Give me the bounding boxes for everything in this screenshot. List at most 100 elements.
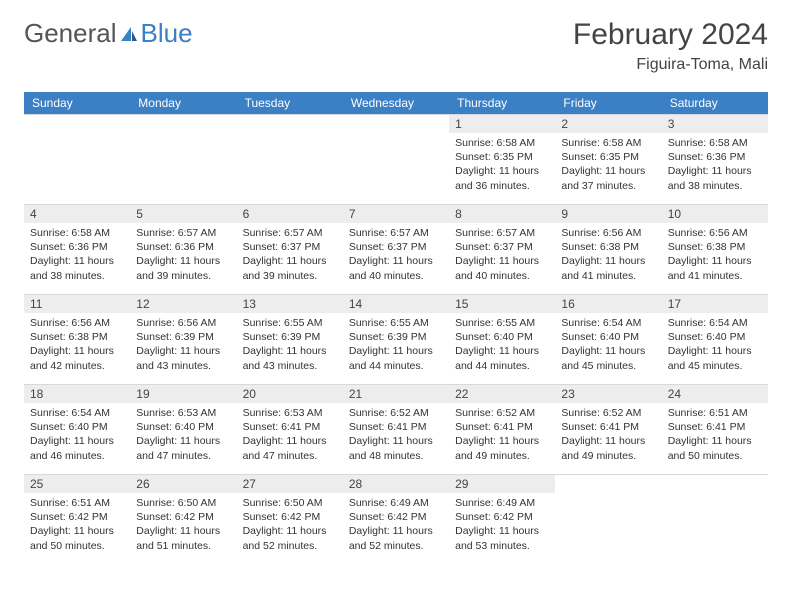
calendar-day-cell: .. [237,115,343,205]
day-info: Sunrise: 6:58 AMSunset: 6:36 PMDaylight:… [24,223,130,289]
day-info: Sunrise: 6:56 AMSunset: 6:38 PMDaylight:… [555,223,661,289]
day-info: Sunrise: 6:52 AMSunset: 6:41 PMDaylight:… [555,403,661,469]
calendar-day-cell: 18Sunrise: 6:54 AMSunset: 6:40 PMDayligh… [24,385,130,475]
day-info: Sunrise: 6:56 AMSunset: 6:39 PMDaylight:… [130,313,236,379]
day-number: 22 [449,385,555,403]
day-number: 11 [24,295,130,313]
month-title: February 2024 [573,18,768,52]
day-info: Sunrise: 6:56 AMSunset: 6:38 PMDaylight:… [662,223,768,289]
day-number: 27 [237,475,343,493]
calendar-day-cell: 9Sunrise: 6:56 AMSunset: 6:38 PMDaylight… [555,205,661,295]
brand-logo: General Blue [24,18,193,49]
day-info: Sunrise: 6:49 AMSunset: 6:42 PMDaylight:… [449,493,555,559]
day-info: Sunrise: 6:58 AMSunset: 6:35 PMDaylight:… [555,133,661,199]
calendar-day-cell: 11Sunrise: 6:56 AMSunset: 6:38 PMDayligh… [24,295,130,385]
day-info: Sunrise: 6:57 AMSunset: 6:37 PMDaylight:… [449,223,555,289]
day-number: 2 [555,115,661,133]
day-number: 18 [24,385,130,403]
day-number: 6 [237,205,343,223]
day-number: 15 [449,295,555,313]
calendar-header-row: SundayMondayTuesdayWednesdayThursdayFrid… [24,92,768,115]
weekday-header: Monday [130,92,236,115]
day-info: Sunrise: 6:55 AMSunset: 6:39 PMDaylight:… [343,313,449,379]
calendar-day-cell: 1Sunrise: 6:58 AMSunset: 6:35 PMDaylight… [449,115,555,205]
day-info: Sunrise: 6:57 AMSunset: 6:37 PMDaylight:… [237,223,343,289]
calendar-day-cell: 16Sunrise: 6:54 AMSunset: 6:40 PMDayligh… [555,295,661,385]
location-text: Figuira-Toma, Mali [573,56,768,74]
day-number: 7 [343,205,449,223]
calendar-week-row: 25Sunrise: 6:51 AMSunset: 6:42 PMDayligh… [24,475,768,565]
day-number: 20 [237,385,343,403]
day-info: Sunrise: 6:51 AMSunset: 6:42 PMDaylight:… [24,493,130,559]
calendar-day-cell: 4Sunrise: 6:58 AMSunset: 6:36 PMDaylight… [24,205,130,295]
day-number: 25 [24,475,130,493]
calendar-day-cell: 28Sunrise: 6:49 AMSunset: 6:42 PMDayligh… [343,475,449,565]
day-number: 10 [662,205,768,223]
brand-text-1: General [24,18,117,49]
calendar-day-cell: 22Sunrise: 6:52 AMSunset: 6:41 PMDayligh… [449,385,555,475]
calendar-day-cell: 25Sunrise: 6:51 AMSunset: 6:42 PMDayligh… [24,475,130,565]
day-info: Sunrise: 6:49 AMSunset: 6:42 PMDaylight:… [343,493,449,559]
calendar-day-cell: 17Sunrise: 6:54 AMSunset: 6:40 PMDayligh… [662,295,768,385]
calendar-week-row: 11Sunrise: 6:56 AMSunset: 6:38 PMDayligh… [24,295,768,385]
calendar-day-cell: 8Sunrise: 6:57 AMSunset: 6:37 PMDaylight… [449,205,555,295]
day-info: Sunrise: 6:50 AMSunset: 6:42 PMDaylight:… [130,493,236,559]
day-number: 28 [343,475,449,493]
weekday-header: Tuesday [237,92,343,115]
day-number: 13 [237,295,343,313]
day-info: Sunrise: 6:56 AMSunset: 6:38 PMDaylight:… [24,313,130,379]
day-number: 23 [555,385,661,403]
day-info: Sunrise: 6:55 AMSunset: 6:40 PMDaylight:… [449,313,555,379]
calendar-day-cell: 10Sunrise: 6:56 AMSunset: 6:38 PMDayligh… [662,205,768,295]
day-info: Sunrise: 6:54 AMSunset: 6:40 PMDaylight:… [555,313,661,379]
weekday-header: Friday [555,92,661,115]
calendar-table: SundayMondayTuesdayWednesdayThursdayFrid… [24,92,768,565]
calendar-day-cell: 26Sunrise: 6:50 AMSunset: 6:42 PMDayligh… [130,475,236,565]
day-number: 5 [130,205,236,223]
day-info: Sunrise: 6:52 AMSunset: 6:41 PMDaylight:… [449,403,555,469]
brand-text-2: Blue [141,18,193,49]
day-number: 16 [555,295,661,313]
calendar-day-cell: 20Sunrise: 6:53 AMSunset: 6:41 PMDayligh… [237,385,343,475]
calendar-day-cell: .. [662,475,768,565]
day-number: 4 [24,205,130,223]
day-number: 14 [343,295,449,313]
day-info: Sunrise: 6:58 AMSunset: 6:36 PMDaylight:… [662,133,768,199]
calendar-day-cell: .. [343,115,449,205]
calendar-day-cell: 19Sunrise: 6:53 AMSunset: 6:40 PMDayligh… [130,385,236,475]
calendar-day-cell: 24Sunrise: 6:51 AMSunset: 6:41 PMDayligh… [662,385,768,475]
calendar-day-cell: 23Sunrise: 6:52 AMSunset: 6:41 PMDayligh… [555,385,661,475]
sail-icon [119,25,139,43]
day-number: 3 [662,115,768,133]
day-info: Sunrise: 6:55 AMSunset: 6:39 PMDaylight:… [237,313,343,379]
page-header: General Blue February 2024 Figuira-Toma,… [24,18,768,74]
calendar-day-cell: 7Sunrise: 6:57 AMSunset: 6:37 PMDaylight… [343,205,449,295]
weekday-header: Wednesday [343,92,449,115]
calendar-week-row: 18Sunrise: 6:54 AMSunset: 6:40 PMDayligh… [24,385,768,475]
day-info: Sunrise: 6:52 AMSunset: 6:41 PMDaylight:… [343,403,449,469]
calendar-day-cell: 12Sunrise: 6:56 AMSunset: 6:39 PMDayligh… [130,295,236,385]
day-info: Sunrise: 6:54 AMSunset: 6:40 PMDaylight:… [662,313,768,379]
day-number: 29 [449,475,555,493]
calendar-day-cell: .. [555,475,661,565]
calendar-day-cell: 29Sunrise: 6:49 AMSunset: 6:42 PMDayligh… [449,475,555,565]
title-block: February 2024 Figuira-Toma, Mali [573,18,768,74]
day-info: Sunrise: 6:53 AMSunset: 6:40 PMDaylight:… [130,403,236,469]
day-info: Sunrise: 6:57 AMSunset: 6:37 PMDaylight:… [343,223,449,289]
calendar-day-cell: 13Sunrise: 6:55 AMSunset: 6:39 PMDayligh… [237,295,343,385]
calendar-day-cell: 2Sunrise: 6:58 AMSunset: 6:35 PMDaylight… [555,115,661,205]
calendar-day-cell: 15Sunrise: 6:55 AMSunset: 6:40 PMDayligh… [449,295,555,385]
calendar-day-cell: 14Sunrise: 6:55 AMSunset: 6:39 PMDayligh… [343,295,449,385]
calendar-day-cell: 27Sunrise: 6:50 AMSunset: 6:42 PMDayligh… [237,475,343,565]
day-number: 21 [343,385,449,403]
calendar-day-cell: .. [130,115,236,205]
day-number: 19 [130,385,236,403]
day-number: 17 [662,295,768,313]
day-info: Sunrise: 6:50 AMSunset: 6:42 PMDaylight:… [237,493,343,559]
day-info: Sunrise: 6:58 AMSunset: 6:35 PMDaylight:… [449,133,555,199]
day-number: 1 [449,115,555,133]
day-number: 12 [130,295,236,313]
day-info: Sunrise: 6:53 AMSunset: 6:41 PMDaylight:… [237,403,343,469]
calendar-week-row: ........1Sunrise: 6:58 AMSunset: 6:35 PM… [24,115,768,205]
calendar-body: ........1Sunrise: 6:58 AMSunset: 6:35 PM… [24,115,768,565]
